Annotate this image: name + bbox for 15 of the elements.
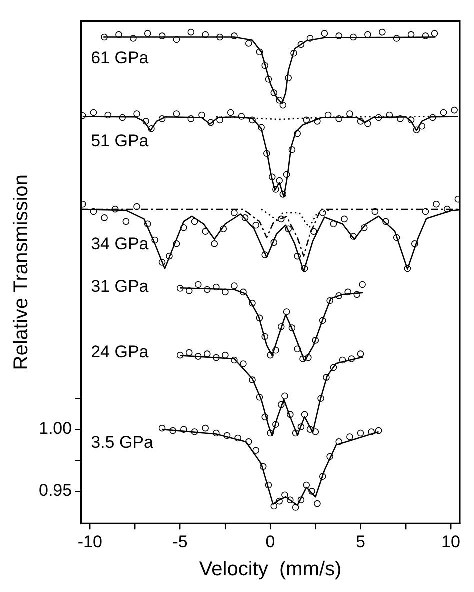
x-tick-label: -5	[172, 532, 188, 552]
y-axis-title: Relative Transmission	[10, 174, 33, 370]
x-tick-label: -10	[78, 532, 102, 552]
annotation: 61 GPa	[91, 48, 150, 68]
x-tick-label: 10	[442, 532, 460, 552]
x-tick-label: 5	[356, 532, 366, 552]
annotation: 34 GPa	[91, 234, 150, 254]
x-tick-label: 0	[266, 532, 276, 552]
annotation: 31 GPa	[91, 277, 150, 296]
y-tick-label: 1.00	[38, 419, 72, 438]
x-axis-title: Velocity (mm/s)	[199, 558, 342, 581]
annotation: 51 GPa	[91, 131, 150, 150]
annotation: 24 GPa	[91, 342, 150, 362]
y-tick-label: 0.95	[38, 481, 72, 500]
annotation: 3.5 GPa	[91, 432, 154, 452]
